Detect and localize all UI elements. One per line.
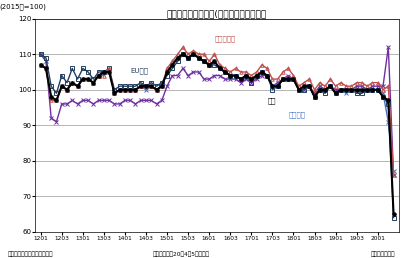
Text: アジア向け: アジア向け [214,35,236,42]
Title: 地域別輸出数量指数(季節調整値）の推移: 地域別輸出数量指数(季節調整値）の推移 [167,9,267,18]
Text: EU向け: EU向け [130,67,148,74]
Text: （注）直近は20年4、5月の平均: （注）直近は20年4、5月の平均 [153,251,210,257]
Text: (2015年=100): (2015年=100) [0,4,46,10]
Text: （資料）財務省「貿易統計」: （資料）財務省「貿易統計」 [8,251,54,257]
Text: 全体: 全体 [267,97,276,104]
Text: 米国向け: 米国向け [288,111,305,118]
Text: （年・四半期）: （年・四半期） [370,251,395,257]
